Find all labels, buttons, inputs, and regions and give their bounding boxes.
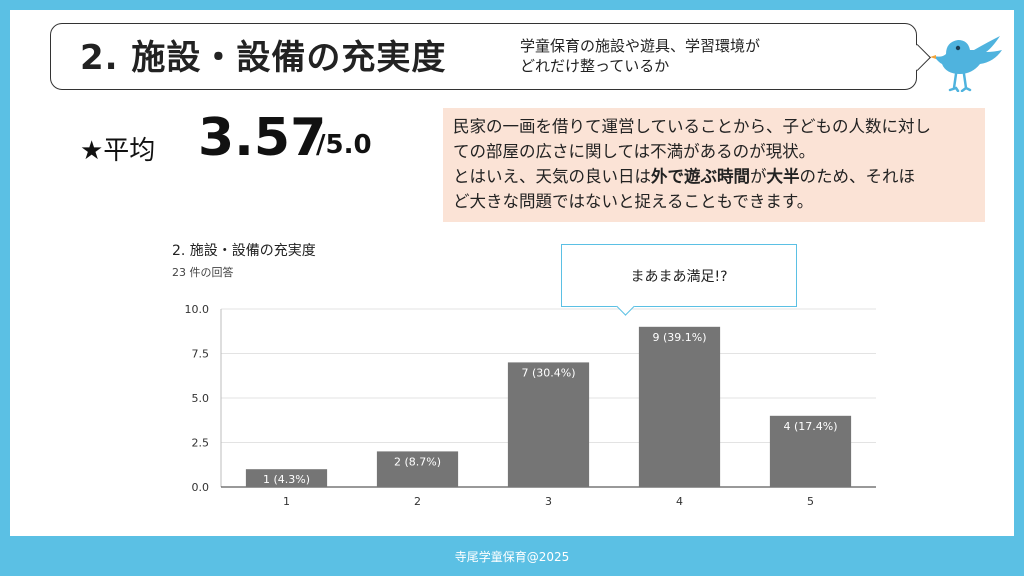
bar-data-label: 2 (8.7%) xyxy=(394,455,441,468)
bar-data-label: 9 (39.1%) xyxy=(652,331,706,344)
average-value: 3.57 xyxy=(198,108,327,168)
chart-subtitle: 23 件の回答 xyxy=(172,266,234,279)
note-box: 民家の一画を借りて運営していることから、子どもの人数に対し ての部屋の広さに関し… xyxy=(443,108,985,222)
note-line-4: ど大きな問題ではないと捉えることもできます。 xyxy=(453,192,814,211)
y-tick-label: 5.0 xyxy=(192,392,210,405)
note-emphasis: 大半 xyxy=(766,167,800,186)
note-line-3: とはいえ、天気の良い日は外で遊ぶ時間が大半のため、それほ xyxy=(453,164,975,189)
bar xyxy=(507,362,590,487)
y-tick-label: 0.0 xyxy=(192,481,210,494)
note-line-2: ての部屋の広さに関しては不満があるのが現状。 xyxy=(453,142,816,161)
callout-box: まあまあ満足!? xyxy=(561,244,797,307)
bar xyxy=(245,469,328,487)
bar-data-label: 4 (17.4%) xyxy=(783,420,837,433)
bar-data-label: 7 (30.4%) xyxy=(521,366,575,379)
note-emphasis: 外で遊ぶ時間 xyxy=(651,167,750,186)
bar xyxy=(769,415,852,487)
note-text: が xyxy=(750,167,767,186)
y-tick-label: 10.0 xyxy=(185,303,210,316)
subtitle-line-2: どれだけ整っているか xyxy=(520,57,670,75)
bar xyxy=(376,451,459,487)
average-label: ★平均 xyxy=(80,136,156,166)
x-tick-label: 3 xyxy=(545,495,552,508)
bar xyxy=(638,326,721,487)
x-tick-label: 2 xyxy=(414,495,421,508)
average-max: /5.0 xyxy=(316,130,372,160)
footer: 寺尾学童保育@2025 xyxy=(454,549,570,564)
bird-icon xyxy=(930,36,1002,92)
bar-data-label: 1 (4.3%) xyxy=(263,473,310,486)
note-line-1: 民家の一画を借りて運営していることから、子どもの人数に対し xyxy=(453,117,932,136)
note-text: とはいえ、天気の良い日は xyxy=(453,167,651,186)
x-tick-label: 5 xyxy=(807,495,814,508)
x-tick-label: 1 xyxy=(283,495,290,508)
y-tick-label: 2.5 xyxy=(192,437,210,450)
chart-title: 2. 施設・設備の充実度 xyxy=(172,243,316,259)
note-text: のため、それほ xyxy=(799,167,916,186)
page-title: 2. 施設・設備の充実度 xyxy=(80,38,447,78)
x-tick-label: 4 xyxy=(676,495,683,508)
y-tick-label: 7.5 xyxy=(192,348,210,361)
subtitle-line-1: 学童保育の施設や遊具、学習環境が xyxy=(520,37,761,55)
title-box xyxy=(50,23,917,90)
page-subtitle: 学童保育の施設や遊具、学習環境が どれだけ整っているか xyxy=(520,36,760,76)
